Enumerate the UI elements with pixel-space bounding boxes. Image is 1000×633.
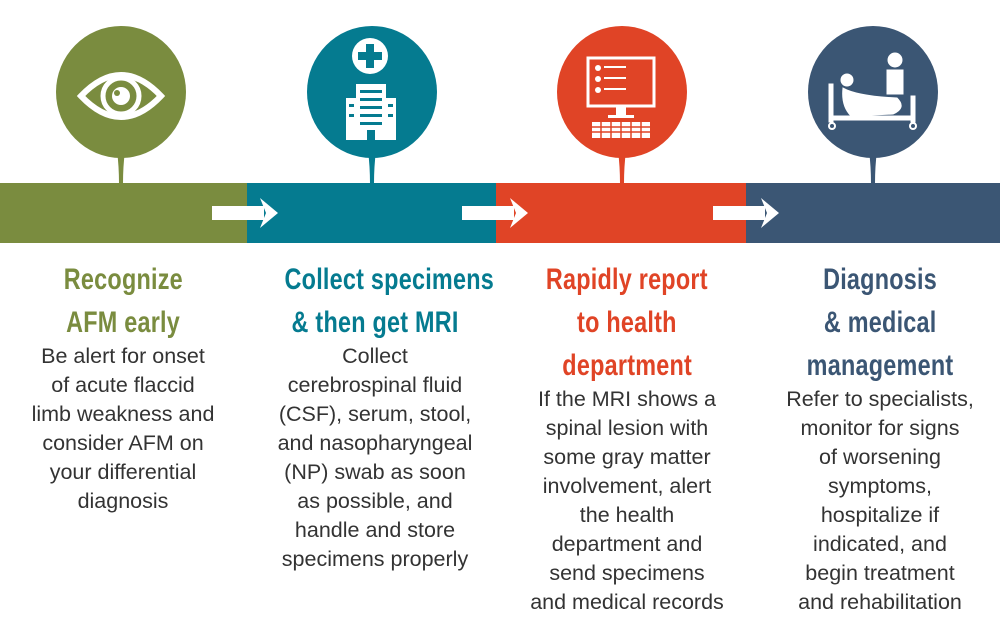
step-description: Refer to specialists, monitor for signs … (760, 385, 1000, 617)
body-line: send specimens (549, 561, 705, 585)
title-line: & medical (823, 306, 937, 339)
title-line: Rapidly report (546, 263, 708, 296)
title-line: Diagnosis (823, 263, 937, 296)
eye-icon (56, 26, 186, 184)
title-line: AFM early (66, 306, 180, 339)
step-4: Diagnosis & medical management Refer to … (760, 258, 1000, 617)
title-line: Collect specimens (284, 263, 495, 296)
body-line: as possible, and (297, 489, 453, 513)
body-line: (CSF), serum, stool, (278, 402, 472, 426)
body-line: and nasopharyngeal (277, 431, 473, 455)
timeline-segment-4 (746, 183, 1000, 243)
title-line: & then get MRI (291, 306, 459, 339)
body-line: monitor for signs (800, 416, 960, 440)
patient-bed-icon (808, 26, 938, 184)
step-1: Recognize AFM early Be alert for onset o… (3, 258, 243, 516)
timeline-segment-1 (0, 183, 247, 243)
body-line: cerebrospinal fluid (287, 373, 463, 397)
body-line: of acute flaccid (51, 373, 195, 397)
body-line: consider AFM on (42, 431, 204, 455)
body-line: spinal lesion with (545, 416, 709, 440)
hospital-icon (307, 26, 437, 184)
body-line: indicated, and (813, 532, 947, 556)
title-line: management (806, 349, 954, 382)
arrow-right-icon (212, 198, 278, 228)
body-line: the health (579, 503, 675, 527)
title-line: department (562, 349, 692, 382)
step-description: Collect cerebrospinal fluid (CSF), serum… (255, 342, 495, 574)
body-line: begin treatment (805, 561, 955, 585)
body-line: your differential (49, 460, 197, 484)
body-line: handle and store (294, 518, 456, 542)
body-line: diagnosis (77, 489, 169, 513)
body-line: symptoms, (828, 474, 932, 498)
body-line: Collect (342, 344, 408, 368)
computer-checklist-icon (557, 26, 687, 184)
step-title: Recognize AFM early (3, 258, 243, 344)
arrow-right-icon (713, 198, 779, 228)
step-description: Be alert for onset of acute flaccid limb… (3, 342, 243, 516)
step-3: Rapidly report to health department If t… (507, 258, 747, 617)
body-line: specimens properly (281, 547, 469, 571)
body-line: and rehabilitation (798, 590, 962, 614)
step-description: If the MRI shows a spinal lesion with so… (507, 385, 747, 617)
body-line: some gray matter (543, 445, 711, 469)
step-2: Collect specimens & then get MRI Collect… (255, 258, 495, 574)
body-line: If the MRI shows a (537, 387, 717, 411)
body-line: hospitalize if (820, 503, 940, 527)
title-line: to health (577, 306, 677, 339)
body-line: department and (551, 532, 703, 556)
body-line: Refer to specialists, (786, 387, 974, 411)
body-line: of worsening (819, 445, 941, 469)
timeline-segment-2 (247, 183, 496, 243)
step-title: Collect specimens & then get MRI (255, 258, 495, 344)
body-line: and medical records (530, 590, 724, 614)
body-line: limb weakness and (31, 402, 215, 426)
body-line: (NP) swab as soon (284, 460, 466, 484)
body-line: Be alert for onset (41, 344, 205, 368)
title-line: Recognize (63, 263, 183, 296)
step-title: Rapidly report to health department (507, 258, 747, 387)
timeline-segment-3 (496, 183, 746, 243)
step-title: Diagnosis & medical management (760, 258, 1000, 387)
arrow-right-icon (462, 198, 528, 228)
body-line: involvement, alert (542, 474, 712, 498)
